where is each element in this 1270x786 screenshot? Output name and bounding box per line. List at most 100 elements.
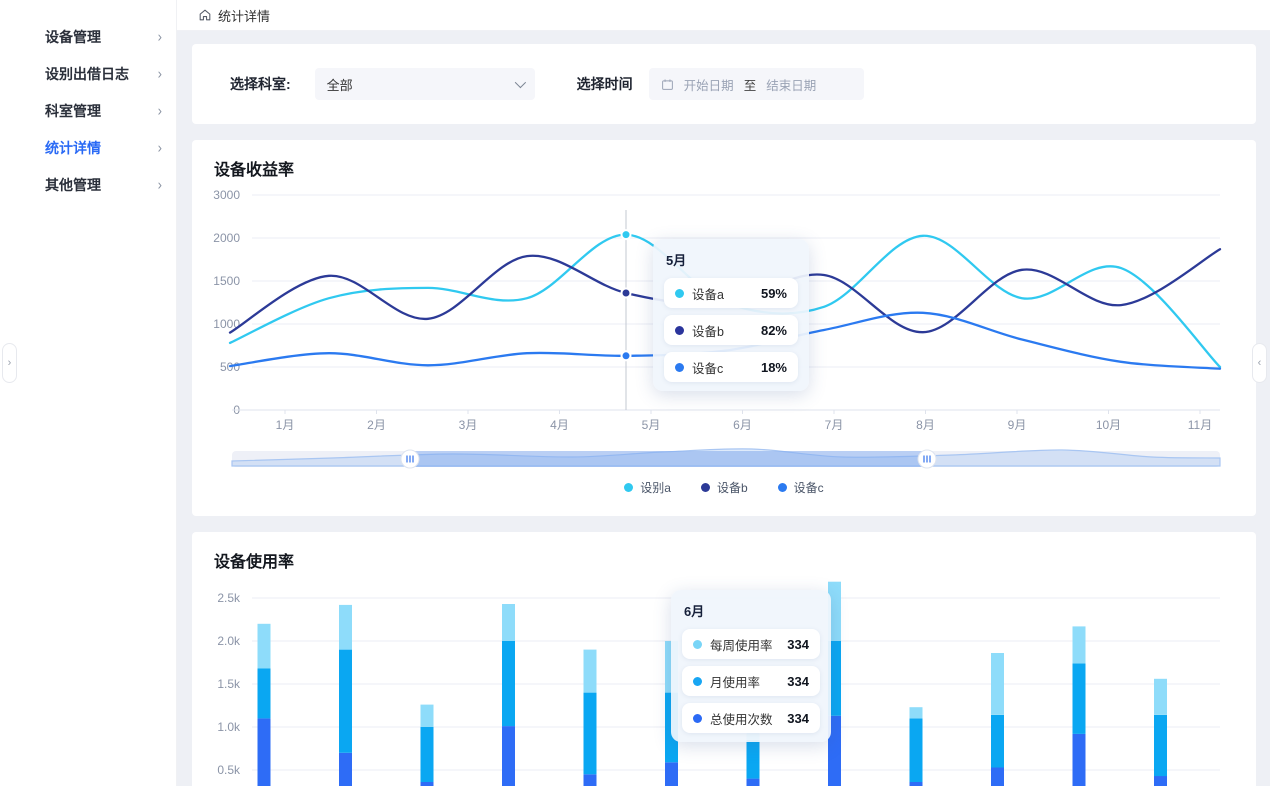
sidebar: 设备管理 › 设别出借日志 › 科室管理 › 统计详情 › 其他管理 › bbox=[0, 0, 176, 786]
calendar-icon bbox=[661, 78, 673, 90]
legend-item[interactable]: 设别a bbox=[624, 479, 671, 496]
svg-text:4月: 4月 bbox=[550, 418, 569, 432]
bar-segment[interactable] bbox=[583, 692, 597, 775]
hover-point bbox=[620, 350, 632, 362]
svg-text:1月: 1月 bbox=[276, 418, 295, 432]
svg-text:2.5k: 2.5k bbox=[217, 591, 241, 605]
line-chart-tooltip: 5月 设备a 59% 设备b 82% 设备c 18% bbox=[653, 239, 809, 391]
bar-segment[interactable] bbox=[1154, 715, 1167, 777]
start-date-input[interactable]: 开始日期 bbox=[683, 78, 734, 93]
breadcrumb[interactable]: 统计详情 bbox=[218, 8, 271, 24]
bar-segment[interactable] bbox=[746, 739, 760, 779]
total-usage-dot-icon bbox=[693, 713, 702, 723]
bar-segment[interactable] bbox=[1072, 663, 1086, 734]
collapse-panel-button[interactable]: ‹ bbox=[1252, 343, 1267, 383]
bar-segment[interactable] bbox=[665, 762, 678, 786]
svg-text:3月: 3月 bbox=[459, 418, 478, 432]
legend-dot-icon bbox=[624, 483, 634, 492]
end-date-input[interactable]: 结束日期 bbox=[766, 78, 817, 93]
svg-text:5月: 5月 bbox=[642, 418, 661, 432]
bar-segment[interactable] bbox=[991, 653, 1004, 715]
expand-panel-button[interactable]: › bbox=[2, 343, 17, 383]
tooltip-month: 5月 bbox=[666, 253, 687, 268]
bar-segment[interactable] bbox=[828, 581, 841, 641]
bar-segment[interactable] bbox=[339, 752, 352, 786]
bar-segment[interactable] bbox=[502, 641, 515, 727]
chevron-right-icon: › bbox=[157, 65, 162, 82]
svg-text:3000: 3000 bbox=[213, 188, 240, 202]
bar-segment[interactable] bbox=[909, 707, 923, 719]
svg-text:2000: 2000 bbox=[213, 231, 240, 245]
bar-segment[interactable] bbox=[1154, 678, 1167, 715]
bar-segment[interactable] bbox=[257, 718, 271, 786]
svg-text:7月: 7月 bbox=[825, 418, 844, 432]
svg-text:1.0k: 1.0k bbox=[217, 720, 241, 734]
hover-point bbox=[620, 287, 632, 299]
bar-segment[interactable] bbox=[1154, 776, 1167, 786]
bar-chart-title: 设备使用率 bbox=[214, 554, 295, 571]
home-icon bbox=[199, 9, 211, 21]
date-range-picker[interactable]: 开始日期 至 结束日期 bbox=[648, 68, 864, 100]
sidebar-item-label: 设备管理 bbox=[45, 28, 101, 45]
series-a-dot-icon bbox=[675, 288, 684, 298]
legend-item[interactable]: 设备b bbox=[700, 479, 748, 496]
svg-text:6月: 6月 bbox=[733, 418, 752, 432]
usage-bar-chart[interactable]: 0.5k 1.0k 1.5k 2.0k 2.5k bbox=[192, 532, 1256, 786]
date-range-separator: 至 bbox=[743, 78, 757, 93]
bar-chart-tooltip: 6月 每周使用率 334 月使用率 334 总使用次数 334 bbox=[671, 590, 831, 742]
department-select[interactable]: 全部 bbox=[314, 68, 535, 100]
datazoom-window[interactable] bbox=[410, 451, 927, 467]
bar-segment[interactable] bbox=[828, 715, 841, 786]
bar-segment[interactable] bbox=[339, 649, 352, 753]
sidebar-item-label: 其他管理 bbox=[45, 176, 101, 193]
bar-segment[interactable] bbox=[1072, 626, 1086, 664]
bar-segment[interactable] bbox=[583, 649, 597, 693]
legend-dot-icon bbox=[777, 483, 787, 492]
sidebar-item-device-management[interactable]: 设备管理 › bbox=[0, 18, 176, 55]
time-filter-label: 选择时间 bbox=[576, 76, 633, 92]
chevron-right-icon: › bbox=[157, 28, 162, 45]
svg-text:8月: 8月 bbox=[916, 418, 935, 432]
line-chart-legend: 设别a 设备b 设备c bbox=[192, 479, 1256, 496]
chevron-right-icon: › bbox=[157, 102, 162, 119]
bar-segment[interactable] bbox=[991, 715, 1004, 768]
tooltip-row: 设备c 18% bbox=[664, 352, 798, 382]
bar-segment[interactable] bbox=[828, 641, 841, 716]
bar-segment[interactable] bbox=[909, 718, 923, 782]
bar-segment[interactable] bbox=[257, 668, 271, 719]
bar-segment[interactable] bbox=[339, 604, 352, 650]
legend-dot-icon bbox=[700, 483, 710, 492]
bar-segment[interactable] bbox=[257, 623, 271, 669]
monthly-usage-dot-icon bbox=[693, 676, 702, 686]
tooltip-row: 每周使用率 334 bbox=[682, 629, 820, 659]
tooltip-month: 6月 bbox=[684, 604, 705, 619]
bar-segment[interactable] bbox=[583, 774, 597, 786]
svg-text:2月: 2月 bbox=[367, 418, 386, 432]
datazoom-track[interactable] bbox=[232, 451, 1220, 467]
bar-segment[interactable] bbox=[502, 726, 515, 786]
line-chart-title: 设备收益率 bbox=[214, 162, 295, 179]
chevron-right-icon: › bbox=[157, 176, 162, 193]
bar-segment[interactable] bbox=[420, 704, 434, 727]
legend-item[interactable]: 设备c bbox=[777, 479, 824, 496]
hover-point bbox=[620, 229, 632, 241]
bar-segment[interactable] bbox=[909, 782, 923, 786]
filter-bar: 选择科室: 全部 选择时间 开始日期 至 结束日期 bbox=[192, 44, 1256, 124]
tooltip-row: 设备a 59% bbox=[664, 278, 798, 308]
sidebar-item-department-management[interactable]: 科室管理 › bbox=[0, 92, 176, 129]
datazoom-handle[interactable] bbox=[917, 449, 937, 469]
sidebar-item-other-management[interactable]: 其他管理 › bbox=[0, 166, 176, 203]
sidebar-item-lending-log[interactable]: 设别出借日志 › bbox=[0, 55, 176, 92]
svg-text:11月: 11月 bbox=[1188, 418, 1212, 432]
topbar: 统计详情 bbox=[176, 0, 1270, 31]
bar-segment[interactable] bbox=[746, 778, 760, 786]
bar-segment[interactable] bbox=[502, 604, 515, 641]
bar-segment[interactable] bbox=[991, 767, 1004, 786]
datazoom-handle[interactable] bbox=[400, 449, 420, 469]
bar-segment[interactable] bbox=[420, 727, 434, 782]
sidebar-item-statistics-detail[interactable]: 统计详情 › bbox=[0, 129, 176, 166]
bar-segment[interactable] bbox=[1072, 733, 1086, 786]
series-c-dot-icon bbox=[675, 362, 684, 372]
bar-segment[interactable] bbox=[420, 782, 434, 786]
sidebar-item-label: 科室管理 bbox=[45, 102, 101, 119]
